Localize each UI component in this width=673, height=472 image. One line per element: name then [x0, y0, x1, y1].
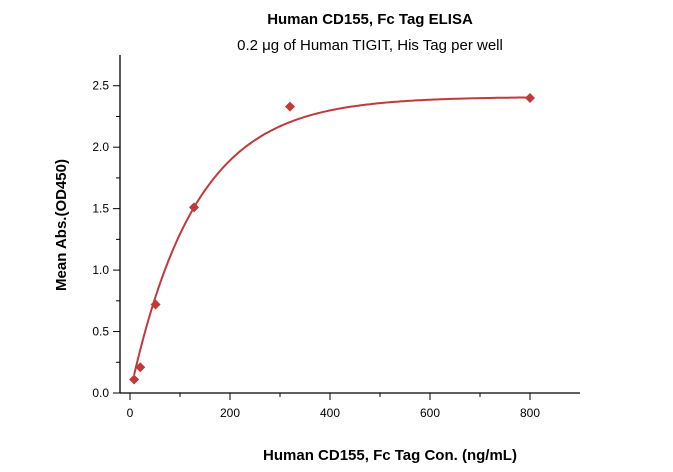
x-tick-label: 0: [127, 406, 134, 420]
y-tick-label: 2.5: [92, 79, 109, 93]
y-tick-label: 2.0: [92, 140, 109, 154]
y-tick-label: 0.0: [92, 386, 109, 400]
y-axis-label: Mean Abs.(OD450): [53, 159, 70, 291]
x-tick-label: 200: [220, 406, 240, 420]
data-point: [150, 299, 161, 310]
x-axis-label: Human CD155, Fc Tag Con. (ng/mL): [263, 447, 517, 464]
chart-subtitle: 0.2 μg of Human TIGIT, His Tag per well: [237, 37, 503, 54]
data-point: [285, 101, 295, 112]
data-point: [189, 202, 199, 213]
data-point: [135, 362, 146, 373]
y-tick-label: 0.5: [92, 325, 109, 339]
x-tick-label: 600: [420, 406, 440, 420]
x-tick-label: 800: [520, 406, 540, 420]
x-tick-label: 400: [320, 406, 340, 420]
y-tick-label: 1.5: [92, 202, 109, 216]
data-point: [525, 93, 535, 104]
chart-title: Human CD155, Fc Tag ELISA: [267, 11, 473, 28]
fit-curve: [133, 96, 529, 376]
data-point: [129, 374, 140, 385]
y-tick-label: 1.0: [92, 263, 109, 277]
